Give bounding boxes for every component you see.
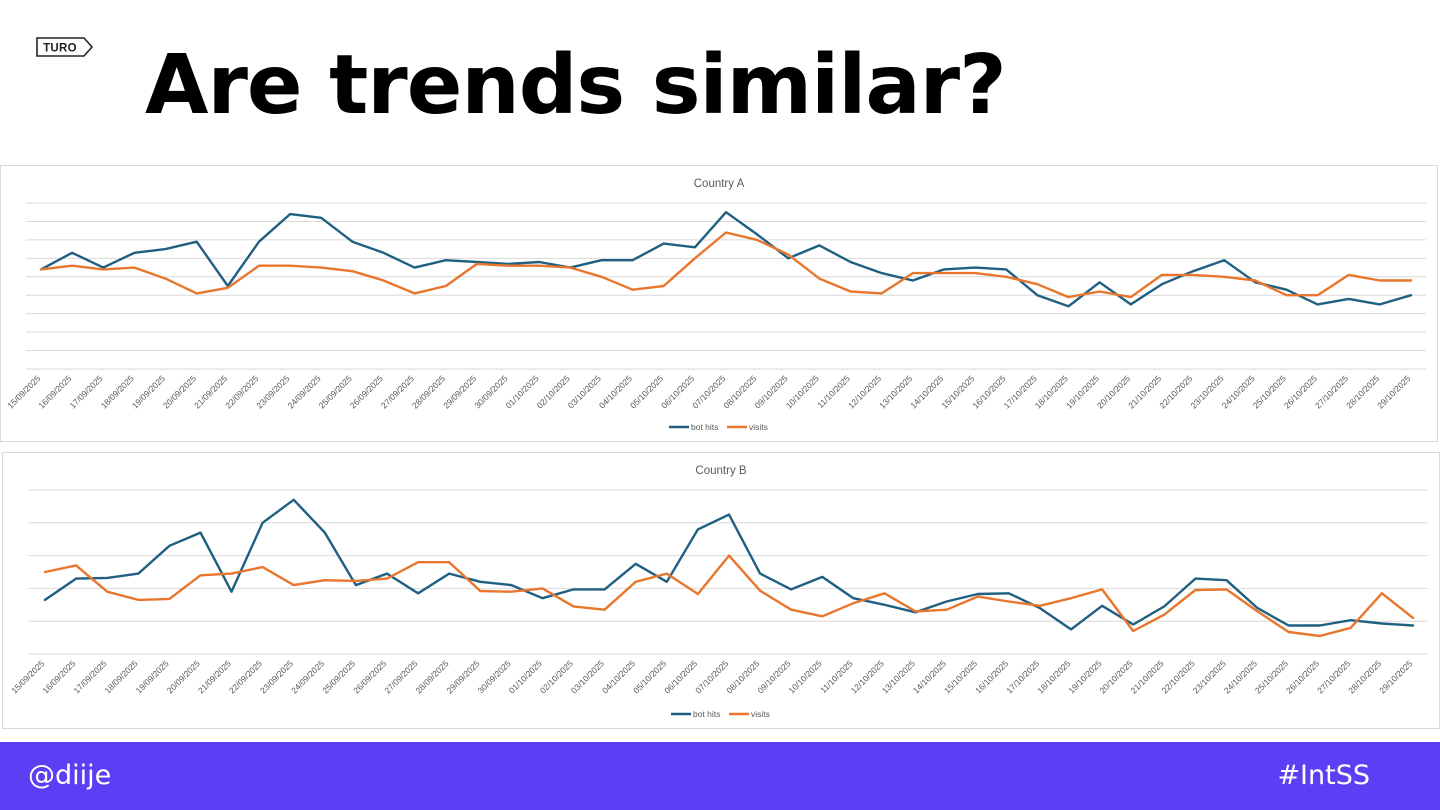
footer-handle: @diije [28, 760, 112, 791]
logo-text: TURO [43, 43, 77, 55]
x-tick-label: 29/10/2025 [1375, 373, 1412, 410]
chart-b-canvas: Country B15/09/202516/09/202517/09/20251… [9, 465, 1428, 719]
legend-label: visits [751, 709, 770, 719]
footer-bar: @diije #IntSS [0, 742, 1440, 810]
series-line-bot-hits [39, 211, 1413, 308]
x-tick-label: 10/10/2025 [784, 373, 821, 410]
legend-label: visits [749, 422, 768, 432]
series-line-visits [39, 231, 1413, 299]
series-line-visits [43, 554, 1415, 638]
series-line-bot-hits [43, 498, 1415, 631]
x-tick-label: 29/10/2025 [1377, 658, 1414, 695]
page-title: Are trends similar? [145, 38, 1007, 133]
legend-label: bot hits [691, 422, 718, 432]
turo-logo: TURO [36, 36, 94, 58]
chart-title: Country A [694, 178, 745, 190]
chart-title: Country B [695, 465, 746, 477]
footer-hashtag: #IntSS [1277, 760, 1370, 791]
legend-label: bot hits [693, 709, 720, 719]
chart-country-a: Country A 15/09/2025 16/09/2025 17/09/2025 1… [0, 165, 1438, 442]
chart-a-canvas: Country A15/09/202516/09/202517/09/20251… [5, 178, 1426, 432]
chart-country-b: Country B 15/09/2025 16/09/2025 17/09/2025 1… [2, 452, 1440, 729]
x-tick-label: 10/10/2025 [787, 658, 824, 695]
